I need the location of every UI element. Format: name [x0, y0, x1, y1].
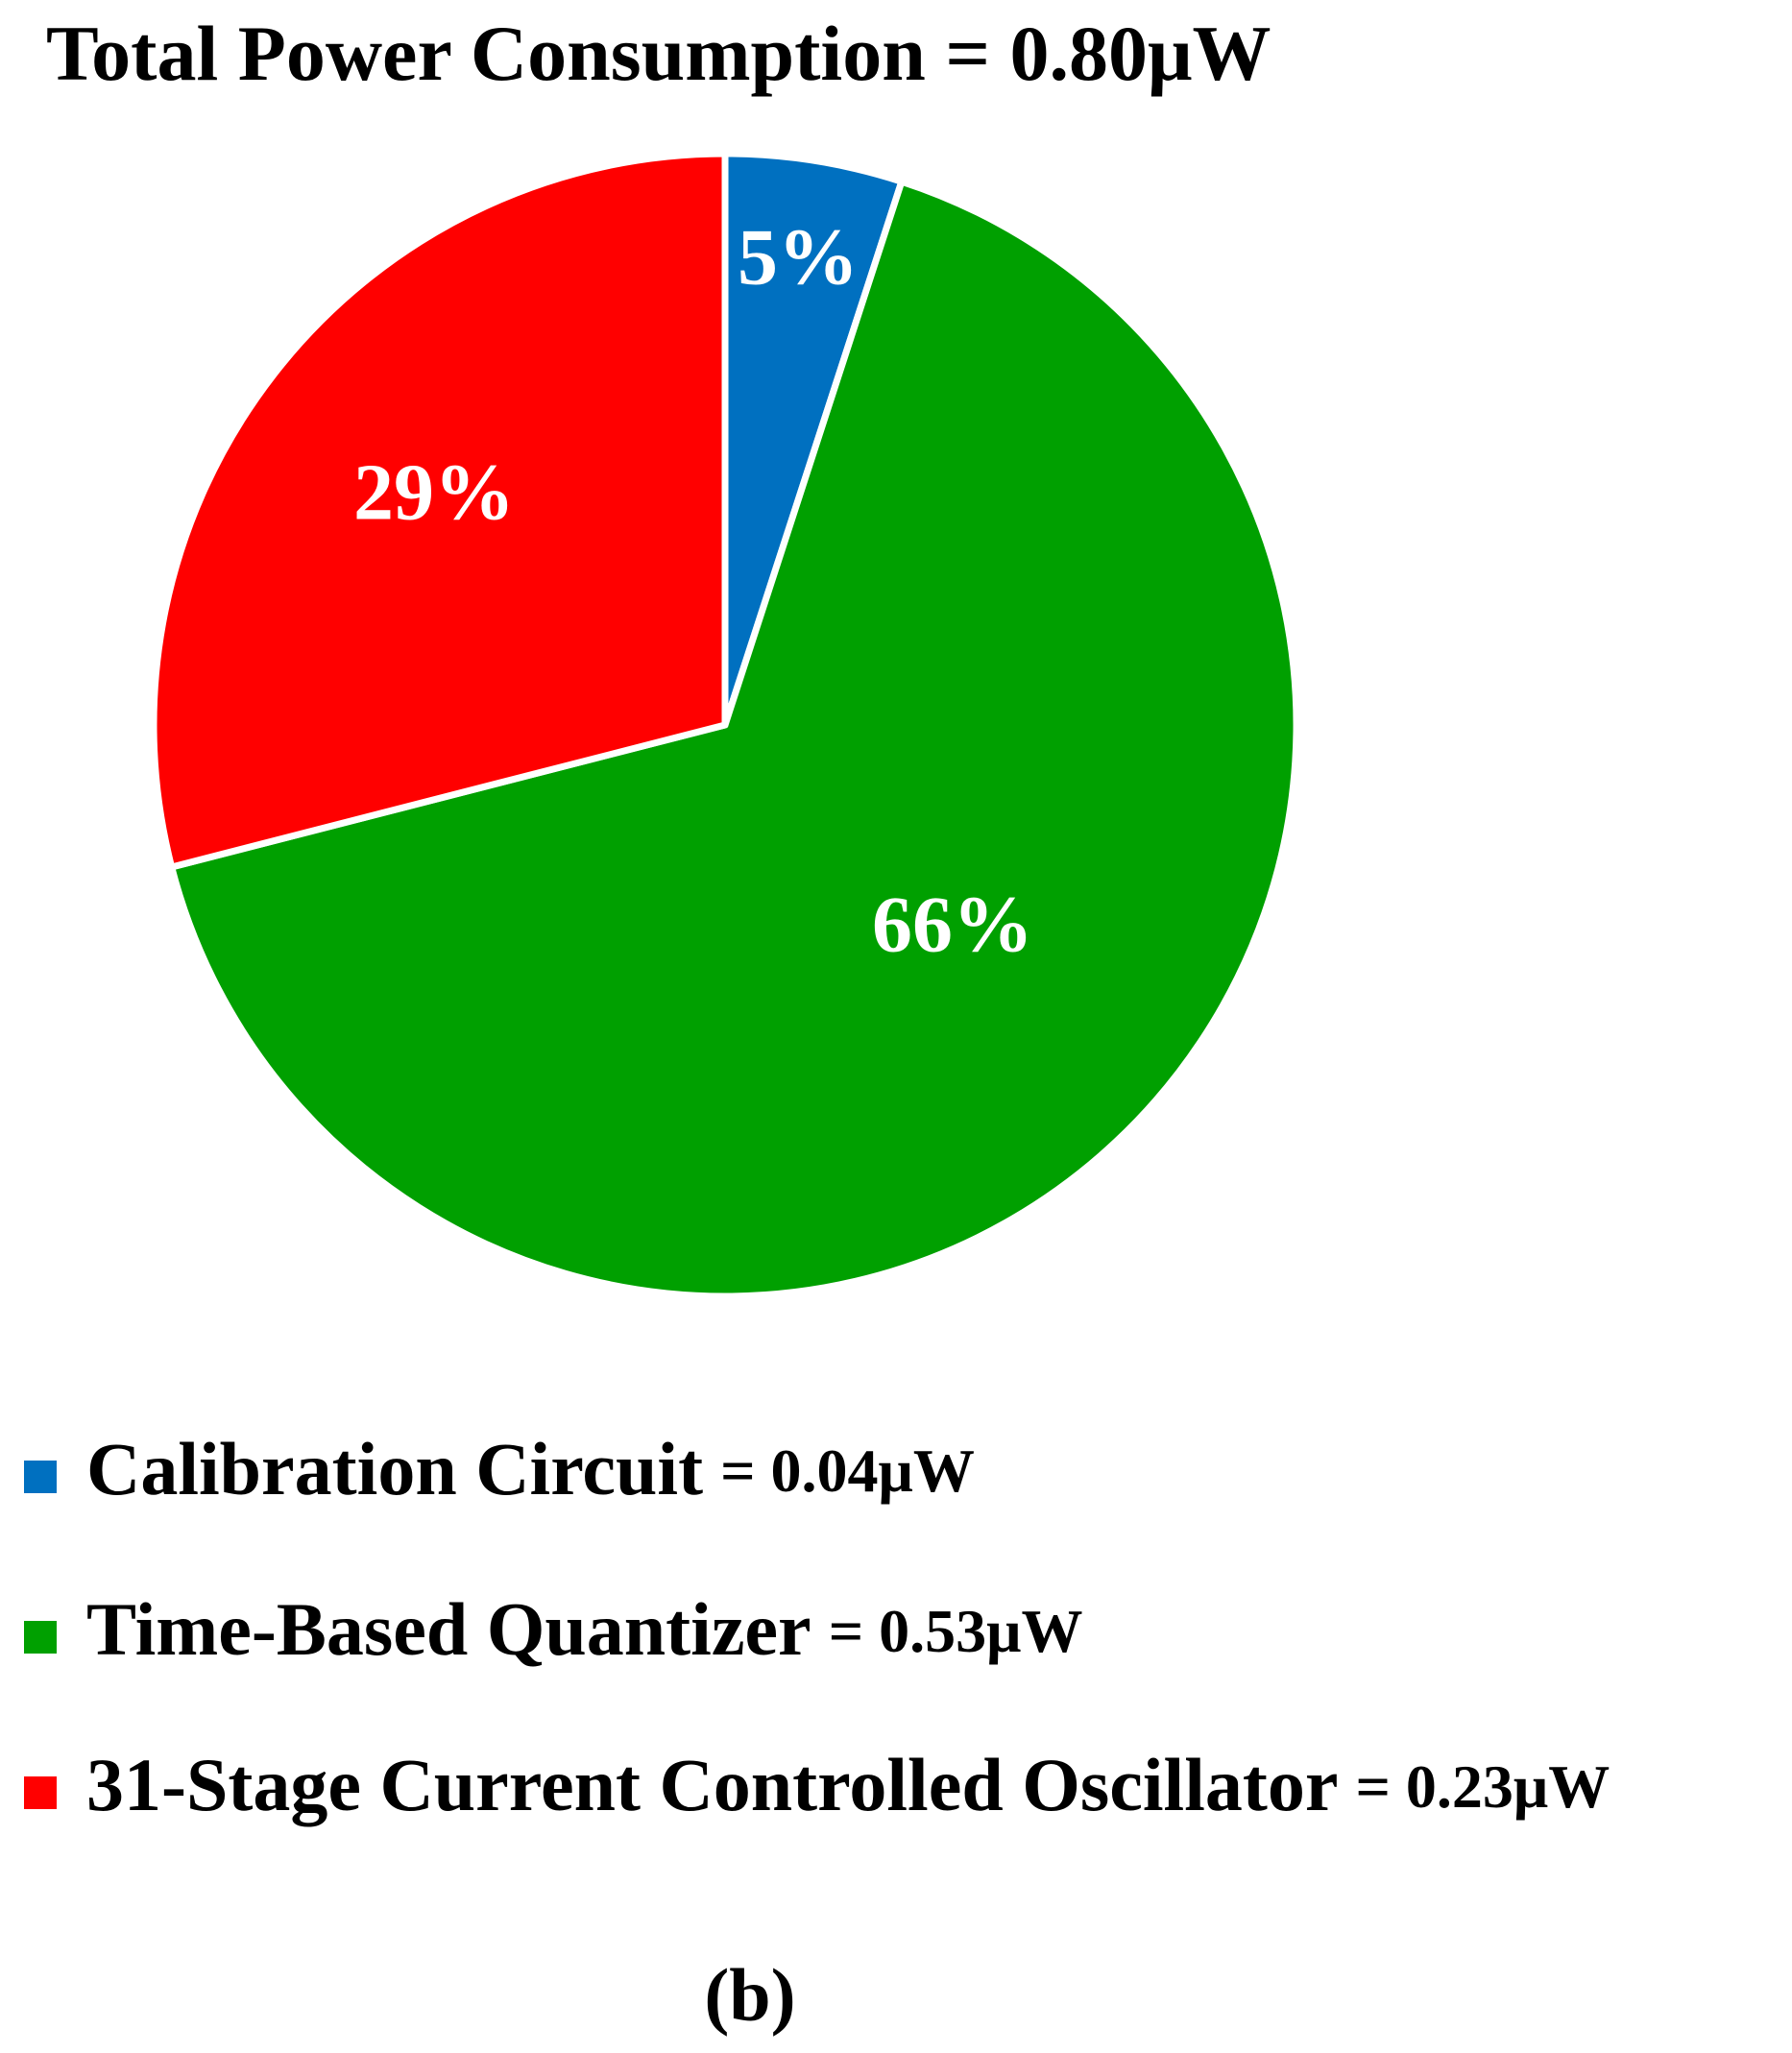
- data-label: 5%: [738, 212, 859, 302]
- legend-power: = 0.23μW: [1355, 1752, 1610, 1821]
- legend-entry: Calibration Circuit = 0.04μW: [86, 1427, 975, 1510]
- legend-power: = 0.53μW: [829, 1597, 1083, 1665]
- legend-swatch: [24, 1776, 57, 1809]
- legend-label: 31-Stage Current Controlled Oscillator: [86, 1743, 1338, 1826]
- data-label: 29%: [353, 447, 515, 537]
- legend-label: Calibration Circuit: [86, 1427, 703, 1510]
- legend-swatch: [24, 1461, 57, 1493]
- pie-slice: [168, 178, 1300, 1300]
- data-label: 66%: [872, 880, 1033, 969]
- pie-slice: [150, 150, 729, 871]
- legend-label: Time-Based Quantizer: [86, 1587, 811, 1671]
- caption: (b): [704, 1953, 795, 2037]
- legend-entry: Time-Based Quantizer = 0.53μW: [86, 1587, 1082, 1671]
- legend-swatch: [24, 1621, 57, 1654]
- chart-title: Total Power Consumption = 0.80μW: [46, 10, 1271, 97]
- legend-power: = 0.04μW: [720, 1437, 975, 1505]
- legend-entry: 31-Stage Current Controlled Oscillator = …: [86, 1743, 1610, 1826]
